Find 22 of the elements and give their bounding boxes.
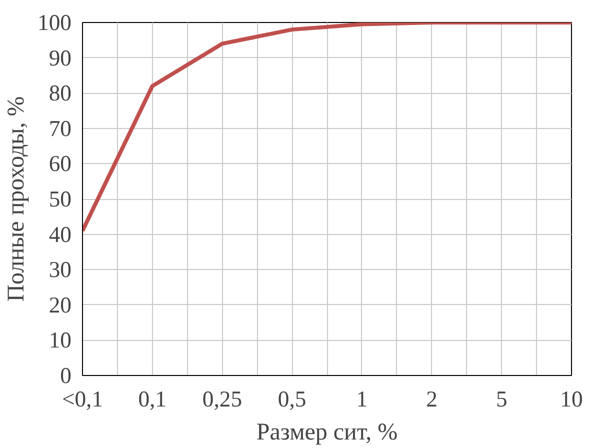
x-tick-label: 0,5	[278, 386, 306, 412]
x-tick-label: <0,1	[62, 386, 104, 412]
y-tick-label: 50	[48, 186, 72, 212]
y-tick-label: 10	[48, 328, 72, 353]
x-tick-label: 5	[496, 386, 508, 412]
y-tick-label: 0	[60, 363, 72, 388]
x-axis-title: Размер сит, %	[256, 420, 398, 446]
y-tick-label: 20	[48, 292, 72, 318]
x-tick-label: 10	[560, 386, 583, 412]
y-tick-label: 100	[38, 10, 72, 35]
x-tick-label: 0,25	[202, 386, 242, 412]
y-tick-label: 70	[48, 116, 72, 141]
y-tick-label: 90	[48, 45, 72, 70]
line-series	[82, 22, 572, 233]
x-tick-label: 1	[356, 386, 368, 412]
y-axis-title: Полные проходы, %	[4, 96, 30, 302]
y-tick-label: 80	[48, 80, 72, 106]
y-tick-label: 60	[48, 151, 72, 176]
y-tick-label: 40	[48, 222, 72, 247]
x-tick-label: 0,1	[138, 386, 167, 412]
y-tick-label: 30	[48, 257, 72, 282]
x-tick-label: 2	[426, 386, 438, 412]
